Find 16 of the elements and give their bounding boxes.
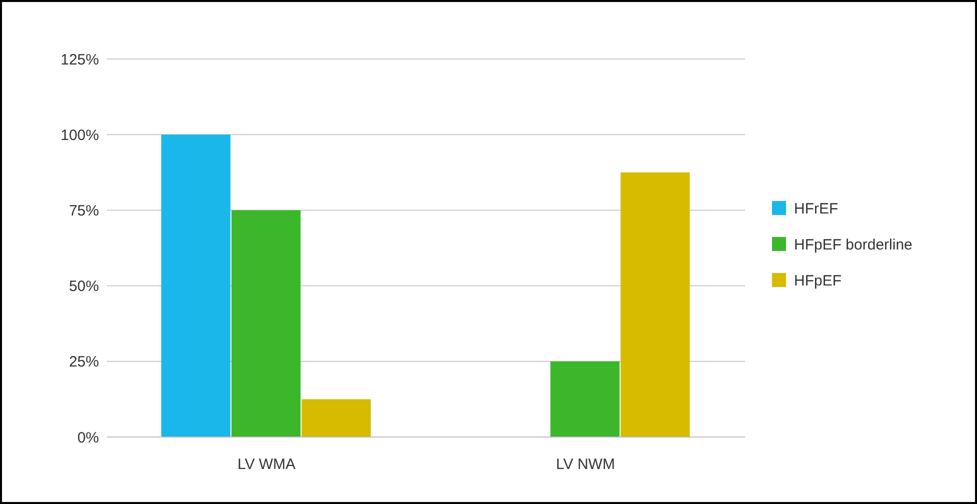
y-tick-label: 75% — [68, 202, 99, 220]
bar — [550, 361, 620, 437]
bar — [302, 399, 371, 437]
x-tick-label: LV WMA — [237, 456, 296, 473]
y-tick-label: 25% — [68, 354, 99, 371]
y-tick-label: 125% — [60, 51, 99, 68]
x-tick-label: LV NWM — [556, 456, 615, 473]
legend-label: HFpEF borderline — [794, 236, 912, 254]
y-tick-label: 0% — [77, 429, 99, 446]
legend-label: HFpEF — [794, 272, 842, 290]
y-tick-label: 50% — [68, 278, 99, 296]
bar — [161, 134, 230, 437]
bar — [620, 172, 690, 437]
y-tick-label: 100% — [60, 126, 99, 144]
legend-label: HFrEF — [794, 200, 838, 218]
bar — [231, 210, 301, 437]
